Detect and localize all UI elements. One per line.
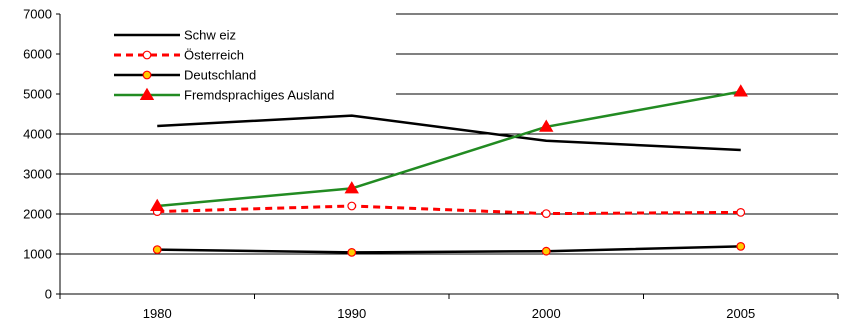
data-point-marker	[539, 119, 554, 132]
legend-entry-3: Fremdsprachiges Ausland	[114, 88, 334, 103]
data-point-marker	[733, 84, 748, 97]
y-tick-label: 1000	[23, 247, 52, 262]
legend-entry-0: Schw eiz	[114, 28, 236, 43]
gridlines	[60, 13, 838, 255]
y-tick-label: 5000	[23, 87, 52, 102]
y-tick-label: 7000	[23, 7, 52, 22]
series-2	[152, 241, 746, 257]
data-point-marker	[541, 246, 551, 256]
y-tick-label: 3000	[23, 167, 52, 182]
legend-label: Fremdsprachiges Ausland	[184, 88, 334, 103]
data-point-marker	[736, 241, 746, 251]
legend-label: Deutschland	[184, 68, 256, 83]
legend-label: Österreich	[184, 48, 244, 63]
data-point-marker	[736, 207, 746, 217]
data-point-marker	[142, 50, 152, 60]
axes: 0 1000 2000 3000 4000 5000 6000 7000 1980 1990 200…	[23, 7, 839, 321]
series-line	[157, 204, 741, 216]
data-point-marker	[344, 181, 359, 194]
data-point-marker	[150, 198, 165, 211]
series-3	[150, 84, 748, 211]
legend-label: Schw eiz	[184, 28, 236, 43]
x-tick-label: 2000	[532, 306, 561, 321]
series-0	[157, 114, 741, 152]
data-point-marker	[347, 247, 357, 257]
legend: Schw eiz Österreich Deutschland Fremdsprach…	[100, 23, 396, 107]
legend-entry-2: Deutschland	[114, 68, 256, 83]
series-line	[157, 90, 741, 208]
data-point-marker	[347, 201, 357, 211]
series-line	[157, 114, 741, 152]
data-point-marker	[541, 209, 551, 219]
x-tick-label: 2005	[726, 306, 755, 321]
y-tick-label: 0	[45, 287, 52, 302]
y-tick-label: 4000	[23, 127, 52, 142]
y-tick-label: 6000	[23, 47, 52, 62]
data-point-marker	[139, 87, 155, 100]
legend-entry-1: Österreich	[114, 48, 244, 63]
series-line	[157, 245, 741, 254]
data-series	[150, 84, 748, 257]
series-1	[152, 201, 746, 219]
data-point-marker	[142, 70, 152, 80]
x-tick-label: 1980	[143, 306, 172, 321]
data-point-marker	[152, 245, 162, 255]
y-tick-label: 2000	[23, 207, 52, 222]
x-tick-label: 1990	[337, 306, 366, 321]
